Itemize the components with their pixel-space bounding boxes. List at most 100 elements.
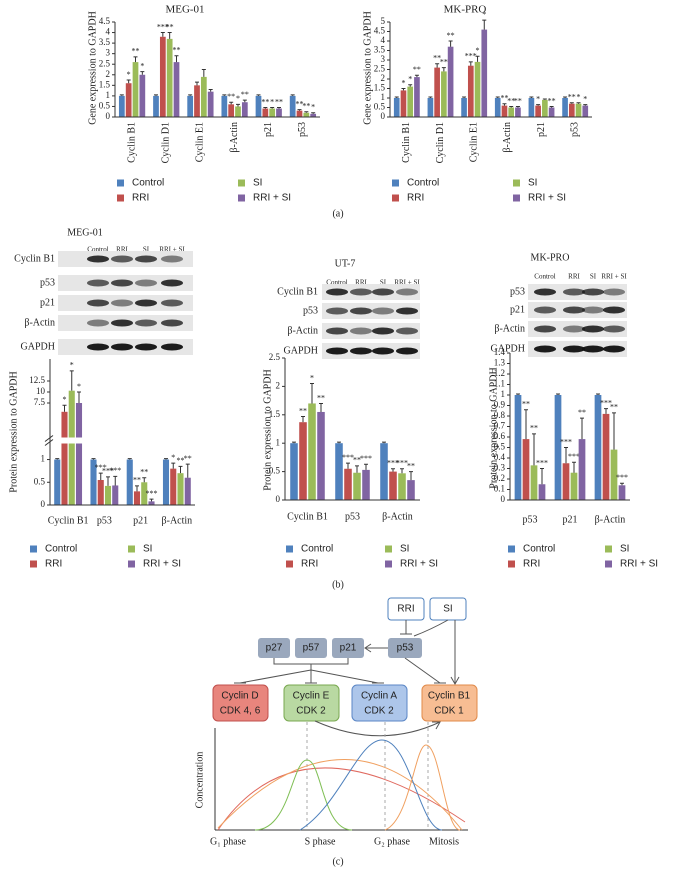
error-bar — [462, 96, 467, 98]
bar — [317, 411, 325, 500]
legend-label: RRI + SI — [253, 193, 291, 204]
legend-swatch — [238, 194, 245, 202]
cdk-label: CDK 2 — [364, 706, 394, 717]
bar — [187, 95, 194, 117]
phase-label: S phase — [305, 836, 336, 847]
y-axis-title: Protein expression to GAPDH — [262, 369, 273, 490]
blot-band — [350, 327, 372, 335]
error-bar — [448, 40, 453, 47]
y-tick-label: 0.1 — [494, 484, 505, 494]
blot-row-label: Cyclin B1 — [277, 286, 318, 297]
significance: ** — [548, 96, 556, 105]
bar — [118, 95, 125, 117]
error-bar — [290, 94, 295, 96]
blot-band — [372, 307, 394, 315]
error-bar — [277, 107, 281, 109]
bar — [68, 390, 75, 505]
blot-band — [372, 327, 394, 335]
legend-label: SI — [143, 544, 152, 555]
blot-band — [161, 299, 183, 307]
error-bar — [310, 383, 314, 404]
bar — [414, 77, 420, 117]
x-tick-label: Cyclin B1 — [48, 515, 89, 526]
legend-swatch — [385, 560, 392, 568]
error-bar — [126, 79, 131, 84]
cyclin-label: Cyclin E — [293, 691, 330, 702]
blot-band — [603, 325, 625, 333]
cdk-label: CDK 4, 6 — [220, 706, 261, 717]
blot-band — [372, 347, 394, 355]
bar — [54, 459, 61, 505]
bar — [570, 472, 578, 500]
bar — [228, 104, 235, 117]
y-tick-label: 7.5 — [34, 397, 46, 407]
legend-swatch — [30, 560, 37, 568]
blot-band — [372, 288, 394, 296]
y-tick-label: 1.1 — [494, 379, 505, 389]
significance: * — [77, 382, 81, 391]
bar — [153, 95, 159, 117]
y-tick-label: 0 — [381, 111, 386, 121]
bar — [344, 468, 352, 500]
error-bar — [394, 96, 399, 98]
blot-band — [534, 345, 556, 353]
significance: ** — [578, 408, 586, 417]
error-bar — [482, 19, 487, 30]
significance: *** — [616, 473, 628, 482]
bar — [461, 98, 467, 117]
x-tick-label: β-Actin — [595, 514, 626, 525]
error-bar — [401, 88, 406, 91]
significance: *** — [157, 22, 169, 31]
error-bar — [91, 458, 96, 460]
error-bar — [236, 103, 240, 107]
y-tick-label: 0.3 — [494, 463, 506, 473]
cyclin-label: Cyclin D — [221, 691, 258, 702]
bar — [535, 105, 541, 117]
input-label: SI — [443, 604, 452, 615]
bar — [582, 105, 589, 117]
error-bar — [297, 109, 302, 111]
blot-column: RRI + SI — [601, 273, 627, 281]
legend-label: RRI + SI — [620, 559, 658, 570]
bar — [568, 103, 575, 117]
phase-label: G₁ phase — [210, 836, 247, 847]
y-tick-label: 1.3 — [494, 358, 506, 368]
significance: * — [401, 78, 405, 87]
legend-swatch — [117, 179, 124, 187]
legend-swatch — [513, 194, 520, 202]
y-tick-label: 0.4 — [494, 452, 506, 462]
y-tick-label: 3.5 — [99, 37, 111, 47]
blot-band — [87, 319, 109, 327]
significance: ** — [227, 92, 235, 101]
bar — [125, 83, 132, 117]
error-bar — [409, 471, 413, 481]
blot-band — [111, 343, 133, 351]
bar — [501, 105, 508, 117]
bar — [594, 395, 602, 500]
blot-column: SI — [590, 273, 597, 281]
error-bar — [564, 447, 568, 464]
error-bar — [242, 99, 247, 103]
bar — [538, 484, 546, 500]
error-bar — [435, 63, 440, 68]
panel-label: (c) — [332, 856, 343, 867]
bar — [447, 46, 454, 118]
bar — [427, 98, 434, 117]
bar — [602, 413, 610, 500]
error-bar — [549, 106, 554, 108]
bar — [132, 62, 139, 117]
blot-band — [161, 255, 183, 263]
error-bar — [475, 55, 480, 62]
blot-band — [534, 288, 556, 296]
y-tick-label: 3.5 — [374, 45, 386, 55]
significance: ** — [413, 65, 421, 74]
error-bar — [580, 417, 584, 440]
blot-column: Control — [534, 273, 555, 281]
error-bar — [556, 393, 560, 395]
bar — [528, 98, 535, 117]
blot-column: RRI — [568, 273, 580, 281]
bar — [159, 36, 166, 117]
blot-band — [326, 347, 348, 355]
bar — [133, 491, 141, 505]
significance: *** — [536, 458, 548, 467]
